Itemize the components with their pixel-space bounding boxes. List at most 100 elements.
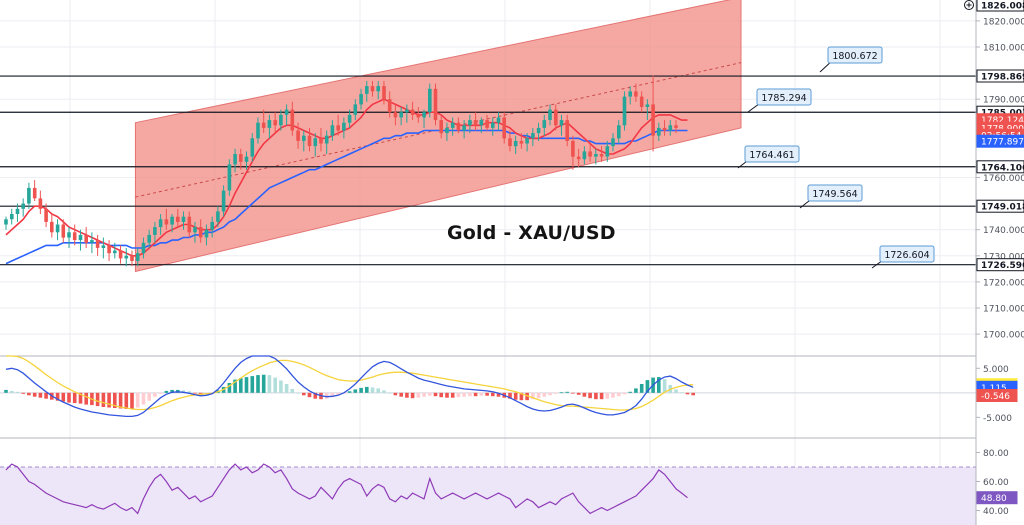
candle (491, 117, 495, 136)
candle-body (221, 190, 226, 212)
candle-body (250, 138, 255, 157)
macd-histogram-bar (61, 392, 66, 402)
candle-body (101, 245, 106, 248)
candle (130, 250, 134, 267)
candle-body (410, 109, 415, 115)
candle-body (239, 154, 243, 162)
rsi-pane (0, 463, 976, 525)
candle-body (84, 234, 88, 243)
macd-histogram-bar (158, 392, 163, 394)
candlesticks (4, 75, 678, 267)
axis-badge-box (976, 389, 1018, 402)
candle (639, 91, 644, 113)
candle-body (261, 122, 266, 128)
candle (61, 219, 66, 243)
macd-histogram-bar (370, 387, 375, 393)
candle (548, 104, 552, 126)
macd-histogram-bar (519, 392, 524, 401)
candle (628, 86, 632, 105)
macd-histogram-bar (674, 389, 678, 393)
candle (250, 133, 255, 162)
candle (141, 237, 146, 259)
candle (313, 133, 318, 157)
macd-histogram-bar (617, 392, 621, 397)
macd-histogram-bar (227, 383, 232, 393)
price-tick-label: 1820.000 (983, 17, 1024, 27)
macd-histogram-bar (27, 392, 31, 396)
candle (113, 242, 117, 259)
candle (410, 101, 415, 121)
macd-histogram-bar (485, 392, 489, 396)
candle-body (594, 154, 598, 157)
candle-body (422, 112, 426, 118)
candle-body (468, 120, 472, 126)
candle (273, 112, 277, 134)
candle (78, 229, 83, 251)
price-callout: 1764.461 (737, 145, 800, 169)
candle-body (210, 221, 214, 230)
macd-histogram-bar (67, 392, 71, 403)
price-axis-badge: 1726.596 (976, 258, 1024, 272)
candle (582, 146, 587, 165)
candle-body (554, 109, 558, 126)
macd-histogram-bar (233, 379, 237, 393)
candle-body (27, 187, 31, 204)
candle-body (90, 240, 94, 243)
candle-body (491, 122, 495, 128)
macd-histogram-bar (10, 390, 14, 393)
candle-body (548, 109, 552, 120)
candle (565, 114, 569, 147)
macd-histogram-bar (565, 391, 569, 393)
candle (198, 219, 203, 243)
macd-histogram-bar (250, 376, 255, 393)
candle-body (645, 104, 650, 107)
candle (428, 83, 432, 118)
candle-body (657, 127, 661, 136)
candle (393, 104, 398, 126)
candle-body (227, 164, 232, 191)
macd-histogram-bar (559, 392, 564, 394)
candle-body (513, 141, 518, 147)
axis-badge-text: 1798.869 (981, 73, 1024, 83)
axis-badge-text: 1726.596 (981, 261, 1024, 271)
macd-histogram-bar (657, 377, 661, 393)
candle-body (21, 203, 25, 209)
candle-body (588, 151, 592, 157)
candle (261, 109, 266, 134)
candle (181, 211, 186, 230)
candle-body (4, 219, 8, 225)
macd-histogram-bar (376, 388, 380, 393)
candle-body (72, 232, 77, 241)
macd-histogram-bar (164, 390, 169, 393)
candle-body (496, 117, 501, 123)
macd-tick-label: -5.000 (983, 414, 1012, 424)
price-callouts: 1800.672 1785.294 1764.461 1749.564 1726.604 (737, 46, 935, 269)
candle-body (107, 245, 111, 254)
candle-body (38, 198, 43, 209)
horizontal-levels[interactable] (0, 75, 976, 266)
candle (554, 104, 558, 131)
settings-icon[interactable] (964, 0, 974, 10)
candle-body (485, 120, 489, 128)
candle (382, 80, 386, 105)
candle (571, 135, 575, 170)
macd-histogram-bar (101, 392, 106, 407)
axis-badge-text: -0.546 (981, 392, 1010, 402)
macd-histogram-bar (365, 386, 369, 393)
candle-body (519, 141, 524, 144)
price-channel[interactable] (134, 0, 742, 273)
candle-body (359, 94, 363, 105)
price-tick-label: 1810.000 (983, 43, 1024, 53)
macd-histogram-bar (571, 392, 575, 394)
candle (405, 104, 409, 123)
candle-body (67, 232, 71, 238)
candle-body (565, 120, 569, 141)
candle (376, 80, 380, 100)
candle-body (599, 154, 604, 157)
axis-badge-text: 1826.008 (981, 2, 1024, 12)
axis-badge-box (976, 160, 1024, 174)
callout-box (744, 145, 800, 163)
channel-median (135, 62, 742, 198)
price-tick-label: 1720.000 (983, 278, 1024, 288)
